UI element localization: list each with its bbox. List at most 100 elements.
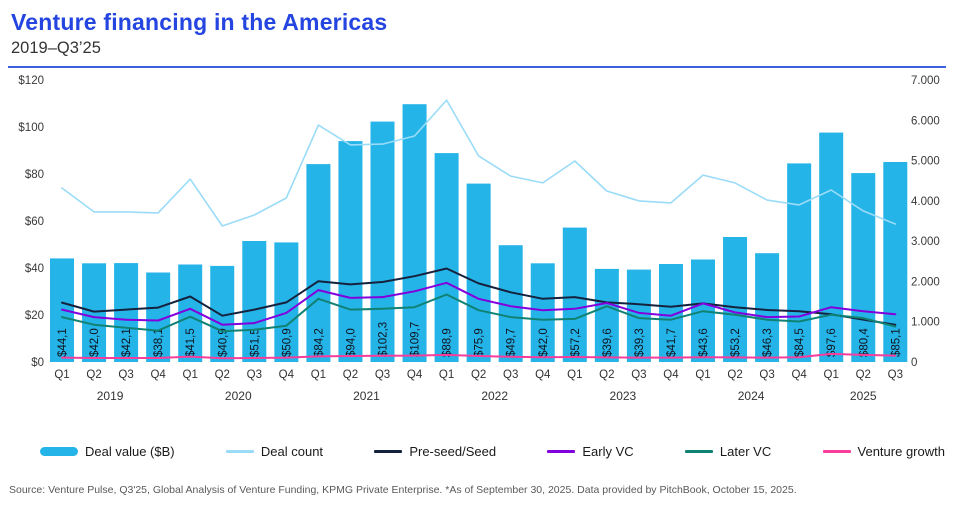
quarter-label: Q4: [791, 369, 807, 381]
line-pre-seed-seed: [61, 267, 897, 326]
bar-value-label: $53,2: [730, 328, 742, 357]
legend-label: Later VC: [719, 444, 772, 459]
quarter-label: Q3: [118, 369, 133, 381]
quarter-label: Q1: [54, 369, 69, 381]
line-later-vc: [61, 293, 897, 333]
quarter-label: Q2: [727, 369, 742, 381]
legend-item-deal-count: Deal count: [225, 444, 324, 459]
quarter-label: Q1: [567, 369, 582, 381]
header-divider: [8, 66, 946, 68]
legend-label: Deal value ($B): [85, 444, 175, 459]
bar-value-label: $102,3: [378, 322, 390, 357]
left-axis-tick: $120: [18, 75, 44, 87]
bar-value-label: $57,2: [570, 328, 582, 357]
quarter-label: Q3: [503, 369, 518, 381]
bar-value-label: $49,7: [506, 328, 518, 357]
quarter-label: Q3: [375, 369, 390, 381]
chart-subtitle: 2019–Q3’25: [11, 39, 101, 57]
bar-value-label: $85,1: [890, 328, 902, 357]
deal-value-bar: [242, 241, 267, 362]
legend-item-venture-growth: Venture growth: [822, 444, 945, 459]
quarter-label: Q3: [759, 369, 774, 381]
quarter-label: Q3: [631, 369, 646, 381]
deal-value-bar: [883, 162, 908, 362]
left-axis-tick: $80: [25, 169, 44, 181]
bar-value-label: $40,9: [217, 328, 229, 357]
bar-value-label: $44,1: [57, 328, 69, 357]
quarter-label: Q1: [439, 369, 454, 381]
bar-value-label: $84,5: [794, 328, 806, 357]
bar-value-label: $42,0: [89, 328, 101, 357]
chart-title: Venture financing in the Americas: [11, 9, 388, 35]
deal-value-bar: [82, 263, 107, 362]
quarter-label: Q2: [599, 369, 614, 381]
quarter-label: Q4: [279, 369, 295, 381]
chart-area: $0 $20 $40 $60 $80 $100 $120 0 1.000 2.000 3.000 4.…: [0, 68, 963, 418]
line-venture-growth: [61, 352, 897, 360]
legend-label: Pre-seed/Seed: [409, 444, 497, 459]
line-swatch-icon: [547, 450, 576, 453]
quarter-label: Q1: [824, 369, 839, 381]
bar-value-label: $42,1: [121, 328, 133, 357]
left-axis-tick: $20: [25, 310, 44, 322]
quarter-label: Q2: [856, 369, 871, 381]
bar-value-label: $42,0: [538, 328, 550, 357]
legend-item-pre-seed-seed: Pre-seed/Seed: [374, 444, 496, 459]
bar-value-label: $51,5: [249, 328, 261, 357]
bar-value-label: $94,0: [345, 328, 357, 357]
right-axis-tick: 2.000: [911, 276, 940, 288]
bar-swatch-icon: [40, 447, 78, 456]
year-label: 2022: [481, 389, 508, 403]
right-axis-tick: 5.000: [911, 156, 940, 168]
bar-value-label: $41,5: [185, 328, 197, 357]
bar-value-label: $97,6: [826, 328, 838, 357]
legend-item-early-vc: Early VC: [547, 444, 634, 459]
report-header: Venture financing in the Americas 2019–Q…: [0, 0, 963, 68]
quarter-label: Q2: [215, 369, 230, 381]
deal-value-bar: [370, 121, 395, 362]
bar-value-label: $88,9: [442, 328, 454, 357]
quarter-label: Q3: [247, 369, 262, 381]
line-early-vc: [61, 281, 897, 326]
year-label: 2023: [610, 389, 637, 403]
bar-value-label: $109,7: [410, 322, 422, 357]
chart-legend: Deal value ($B) Deal count Pre-seed/Seed Ea…: [0, 444, 963, 459]
year-label: 2020: [225, 389, 252, 403]
legend-label: Early VC: [582, 444, 634, 459]
left-axis-tick: $40: [25, 263, 44, 275]
line-swatch-icon: [684, 450, 713, 453]
deal-value-bar: [434, 153, 459, 362]
quarter-label: Q4: [407, 369, 423, 381]
left-axis-tick: $0: [31, 357, 44, 369]
quarter-label: Q1: [311, 369, 326, 381]
source-note: Source: Venture Pulse, Q3'25, Global Ana…: [9, 484, 797, 496]
right-axis-tick: 0: [911, 357, 917, 369]
deal-value-bar: [594, 268, 619, 362]
bar-value-label: $46,3: [762, 328, 774, 357]
deal-value-bar: [787, 163, 812, 362]
year-label: 2025: [850, 389, 877, 403]
right-axis-tick: 3.000: [911, 236, 940, 248]
left-axis-tick: $60: [25, 216, 44, 228]
line-swatch-icon: [225, 450, 254, 453]
year-label: 2021: [353, 389, 380, 403]
legend-label: Venture growth: [857, 444, 945, 459]
bar-value-label: $80,4: [858, 328, 870, 357]
deal-value-bar: [466, 183, 491, 362]
bar-value-label: $43,6: [698, 328, 710, 357]
bar-value-label: $39,3: [634, 328, 646, 357]
line-swatch-icon: [822, 450, 851, 453]
left-axis-tick: $100: [18, 122, 44, 134]
deal-value-bar: [114, 263, 139, 362]
line-deal-count: [61, 99, 897, 227]
bar-value-label: $75,9: [474, 328, 486, 357]
bar-value-label: $50,9: [281, 328, 293, 357]
quarter-label: Q1: [183, 369, 198, 381]
legend-item-later-vc: Later VC: [684, 444, 772, 459]
deal-value-bar: [402, 104, 427, 362]
quarter-label: Q2: [343, 369, 358, 381]
line-swatch-icon: [374, 450, 403, 453]
quarter-label: Q2: [471, 369, 486, 381]
legend-label: Deal count: [260, 444, 324, 459]
quarter-label: Q3: [888, 369, 903, 381]
